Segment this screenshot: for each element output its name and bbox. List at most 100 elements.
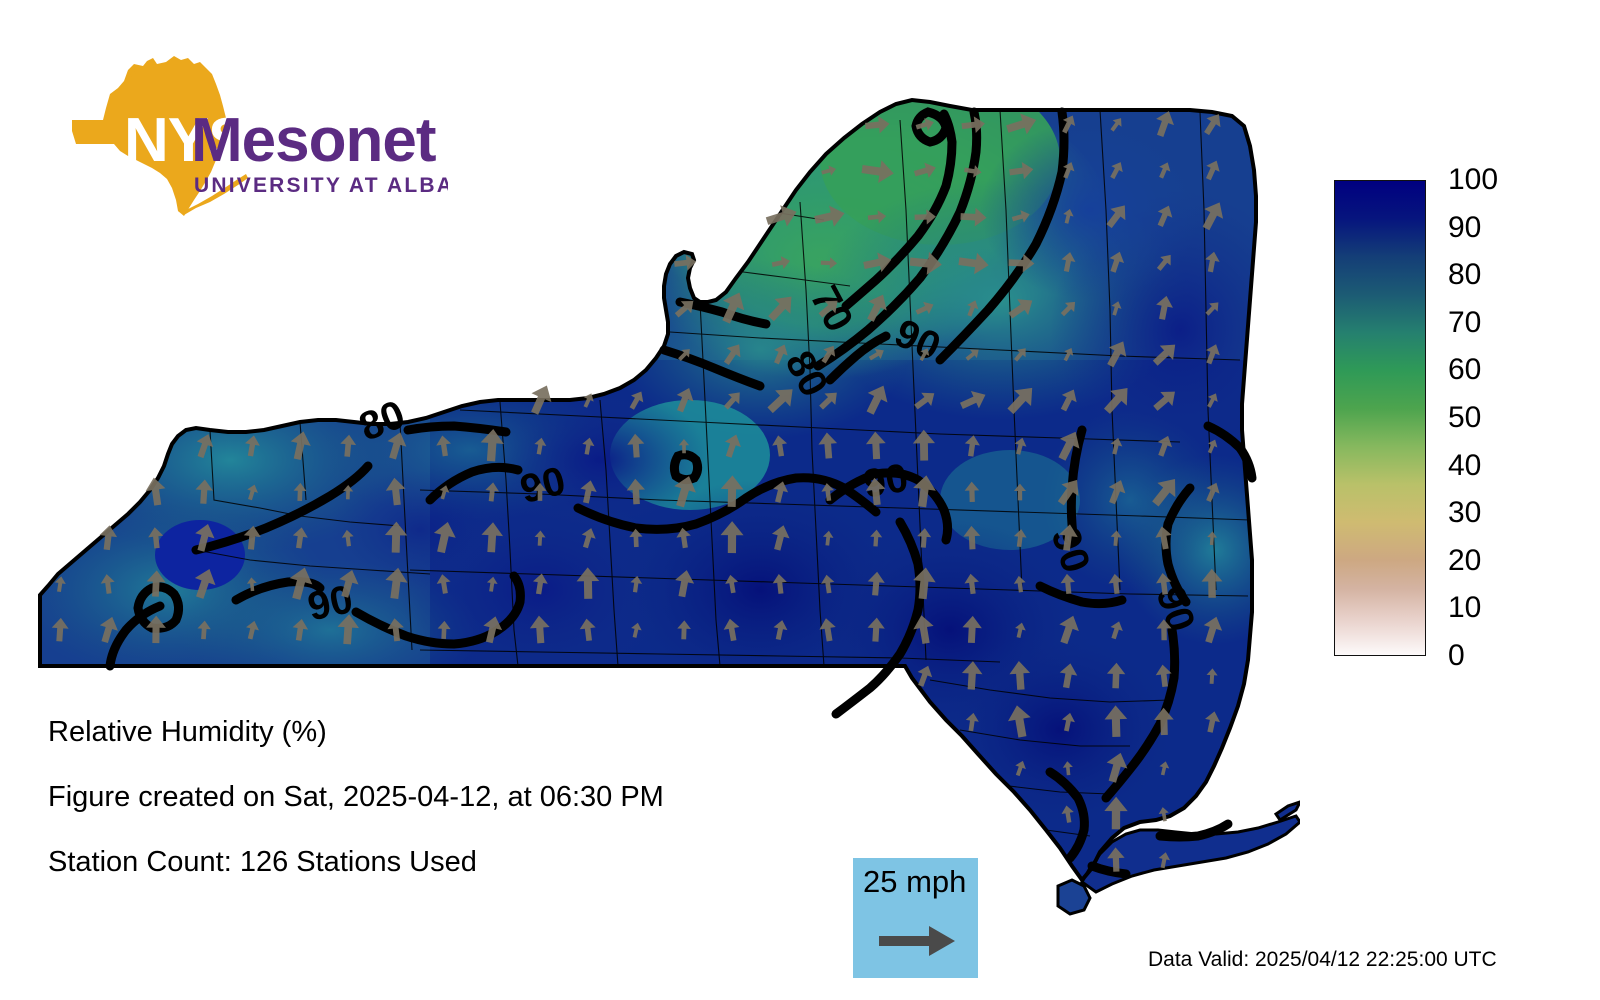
wind-arrow [1060,573,1075,595]
nys-mesonet-logo: NYS Mesonet UNIVERSITY AT ALBANY [48,48,448,218]
wind-arrow [1156,254,1171,271]
wind-arrow [1111,301,1122,316]
wind-arrow [674,476,696,508]
wind-arrow [1203,616,1223,644]
wind-arrow [486,576,498,592]
wind-arrow [1014,437,1027,455]
wind-arrow [819,392,837,410]
wind-arrow [99,525,118,551]
wind-arrow [914,392,935,410]
wind-arrow [917,528,932,548]
wind-arrow [1008,253,1035,273]
wind-arrow [1009,162,1034,180]
wind-arrow [675,570,695,598]
wind-arrow [867,617,885,642]
wind-arrow [1205,344,1220,365]
wind-arrow [1207,531,1218,546]
wind-arrow [1108,573,1123,595]
wind-arrow [293,482,307,502]
wind-arrow [1154,707,1174,736]
wind-arrow [340,434,357,457]
wind-arrow [1156,573,1172,595]
wind-arrow [774,344,788,365]
wind-arrow [1152,344,1176,366]
caption-block: Relative Humidity (%) Figure created on … [48,718,828,913]
wind-arrow [1157,435,1173,457]
wind-arrow [145,477,166,506]
wind-arrow [244,435,260,457]
wind-arrow-icon [879,926,955,956]
wind-arrow [1059,663,1078,689]
logo-mesonet-text: Mesonet [191,106,436,175]
wind-arrow [1207,393,1218,408]
wind-arrow [246,577,257,592]
wind-arrow [1061,805,1074,823]
wind-arrow [146,615,166,644]
wind-arrow [1110,437,1123,455]
wind-arrow [1063,347,1074,362]
contour-label-90: 90 [860,456,911,507]
wind-arrow [814,205,845,227]
colorbar-tick-80: 80 [1448,258,1482,292]
wind-arrow [582,437,595,455]
wind-arrow [913,567,936,600]
wind-arrow [912,429,936,461]
wind-arrow [870,529,883,547]
new-york-state-outline [38,97,1258,884]
wind-arrow [1007,387,1033,415]
caption-created: Figure created on Sat, 2025-04-12, at 06… [48,781,664,813]
wind-arrow [819,618,836,642]
wind-arrow [676,527,691,549]
wind-arrow [1159,761,1170,776]
wind-arrow [676,387,694,413]
wind-arrow [1155,664,1172,688]
wind-arrow [914,209,936,225]
wind-arrow [337,614,360,645]
wind-arrow [1109,251,1125,273]
wind-arrow [439,485,450,500]
wind-arrow [1110,118,1122,132]
wind-arrow [534,437,547,455]
wind-arrow [387,618,404,642]
wind-arrow [1103,387,1128,414]
colorbar-tick-90: 90 [1448,210,1482,244]
wind-arrow [247,484,258,501]
colorbar-tick-50: 50 [1448,401,1482,434]
colorbar-tick-10: 10 [1448,591,1482,625]
wind-arrow [385,567,408,600]
contour-lines [105,107,1257,879]
relative-humidity-map: 708080909090909090 [0,30,1300,930]
wind-arrow [99,616,118,644]
wind-arrow [531,385,552,415]
wind-arrow [51,617,69,642]
wind-arrow [1013,348,1026,362]
wind-arrow [1158,852,1171,869]
wind-arrow [1152,479,1176,507]
wind-arrow [1156,619,1172,641]
wind-arrow [341,529,354,547]
wind-arrow [1060,301,1076,317]
wind-arrow [725,574,739,594]
wind-arrow [533,482,547,501]
wind-arrow [915,301,934,315]
wind-arrow [723,618,740,642]
wind-arrow [1205,160,1220,181]
wind-arrow [1206,482,1220,503]
wind-arrow [1063,162,1075,179]
wind-arrow [965,349,979,361]
wind-arrow [387,432,407,460]
wind-arrow [964,435,980,457]
wind-arrow [913,475,936,508]
wind-arrow [723,344,741,366]
wind-arrow [529,615,550,644]
wind-arrow [821,483,835,502]
caption-station-count: Station Count: 126 Stations Used [48,846,477,878]
wind-arrow [959,391,986,409]
wind-arrow [1110,621,1123,640]
wind-arrow [246,620,259,640]
wind-arrow [865,477,886,506]
wind-arrow [342,485,354,500]
logo-svg: NYS Mesonet UNIVERSITY AT ALBANY [72,56,448,216]
wind-arrow [1159,162,1171,179]
wind-arrow [1062,115,1076,134]
